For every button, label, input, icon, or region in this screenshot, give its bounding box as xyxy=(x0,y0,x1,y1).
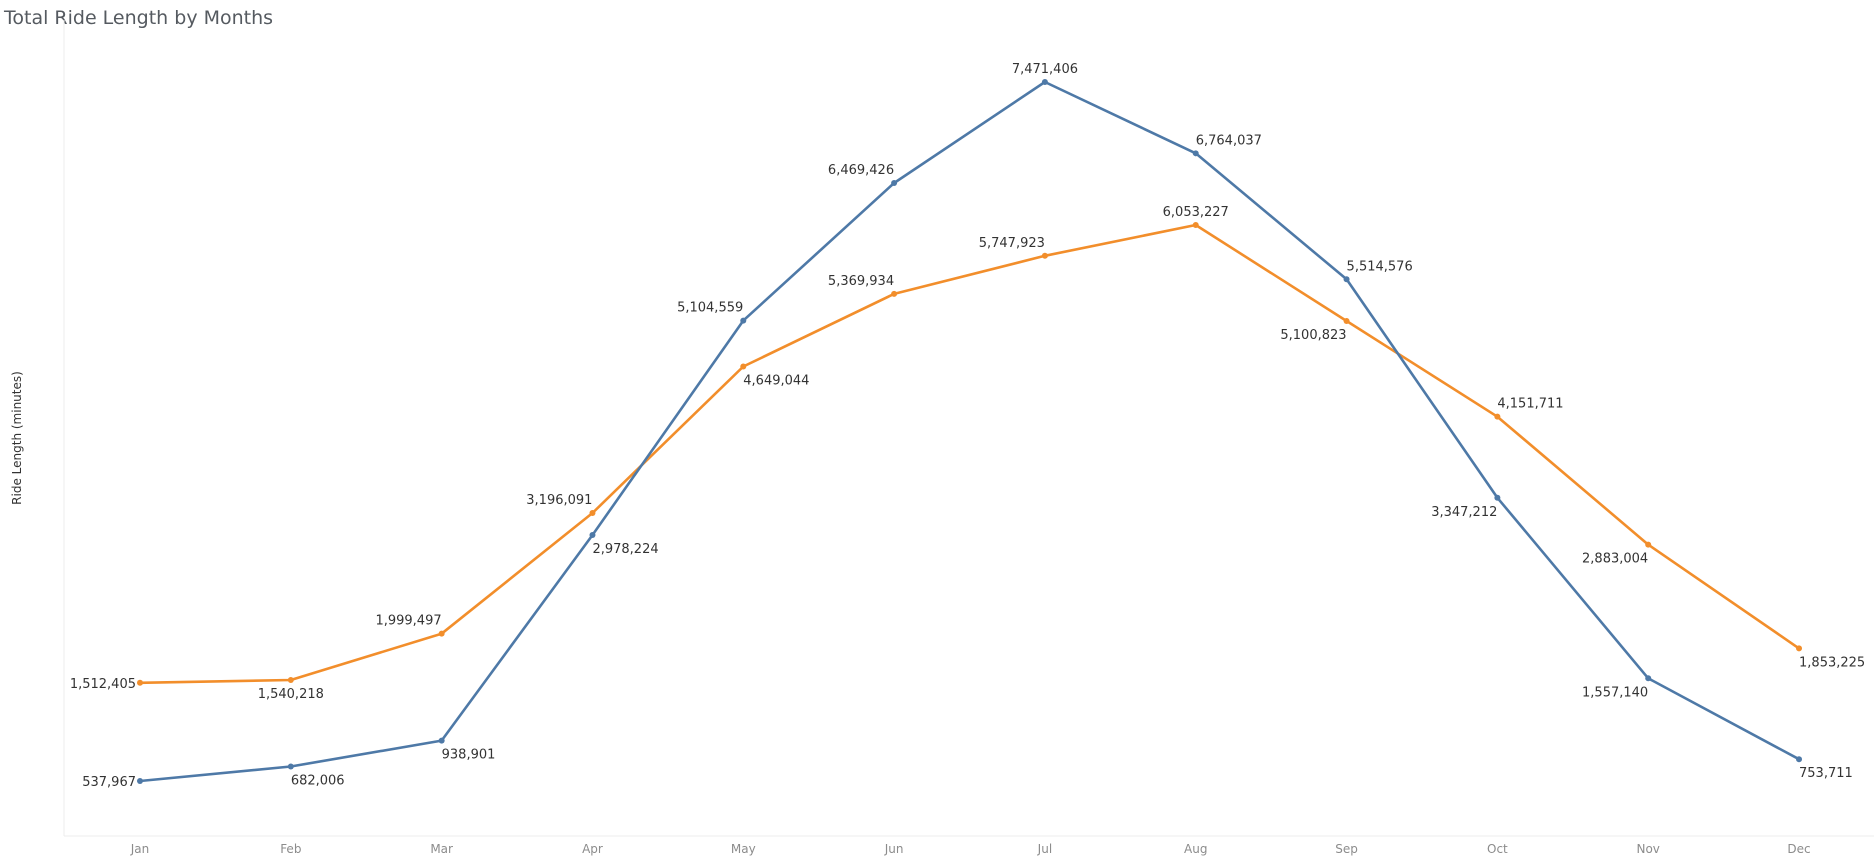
data-point-1-9[interactable] xyxy=(1494,413,1501,420)
data-label-1-10: 2,883,004 xyxy=(1582,552,1648,567)
data-point-0-5[interactable] xyxy=(891,180,898,187)
x-tick-labels: Jan Feb Mar Apr May Jun Jul Aug Sep Oct Nov Dec xyxy=(130,842,1811,856)
data-label-1-0: 1,512,405 xyxy=(70,677,136,692)
data-point-0-0[interactable] xyxy=(137,778,143,784)
data-label-0-4: 5,104,559 xyxy=(677,301,743,316)
data-label-0-11: 753,711 xyxy=(1799,766,1853,781)
data-label-1-6: 5,747,923 xyxy=(979,236,1045,251)
series-lines xyxy=(139,80,1800,783)
data-label-1-11: 1,853,225 xyxy=(1799,655,1865,670)
data-label-1-1: 1,540,218 xyxy=(258,687,324,702)
data-labels: 537,967 682,006 938,901 2,978,224 5,104,559 6… xyxy=(70,62,1865,790)
data-label-0-0: 537,967 xyxy=(82,775,136,790)
data-point-1-3[interactable] xyxy=(589,510,596,517)
data-point-1-11[interactable] xyxy=(1796,645,1803,652)
data-label-1-9: 4,151,711 xyxy=(1497,397,1563,412)
data-label-0-7: 6,764,037 xyxy=(1196,133,1262,148)
data-point-1-10[interactable] xyxy=(1645,541,1652,548)
data-point-0-11[interactable] xyxy=(1796,756,1803,763)
x-tick-jun: Jun xyxy=(884,842,904,856)
data-point-0-2[interactable] xyxy=(438,737,445,744)
x-tick-apr: Apr xyxy=(582,842,603,856)
data-point-1-2[interactable] xyxy=(438,630,445,637)
data-point-1-8[interactable] xyxy=(1343,317,1350,324)
data-label-1-3: 3,196,091 xyxy=(526,493,592,508)
data-label-0-9: 3,347,212 xyxy=(1431,505,1497,520)
data-point-0-8[interactable] xyxy=(1343,276,1350,283)
data-point-1-4[interactable] xyxy=(740,363,747,370)
data-label-0-3: 2,978,224 xyxy=(592,542,658,557)
x-tick-jan: Jan xyxy=(130,842,150,856)
data-point-0-6[interactable] xyxy=(1041,79,1048,85)
x-tick-mar: Mar xyxy=(430,842,453,856)
data-label-1-8: 5,100,823 xyxy=(1280,328,1346,343)
data-point-1-0[interactable] xyxy=(137,679,143,686)
data-label-1-2: 1,999,497 xyxy=(375,614,441,629)
data-label-1-4: 4,649,044 xyxy=(743,374,809,389)
x-tick-dec: Dec xyxy=(1787,842,1810,856)
data-label-0-1: 682,006 xyxy=(291,773,345,788)
x-tick-nov: Nov xyxy=(1636,842,1659,856)
data-label-0-2: 938,901 xyxy=(442,748,496,763)
data-point-0-9[interactable] xyxy=(1494,494,1501,501)
x-tick-feb: Feb xyxy=(280,842,301,856)
x-tick-sep: Sep xyxy=(1335,842,1358,856)
x-tick-aug: Aug xyxy=(1184,842,1207,856)
data-point-0-3[interactable] xyxy=(589,531,596,538)
data-point-1-7[interactable] xyxy=(1192,221,1199,228)
data-point-1-5[interactable] xyxy=(891,290,898,297)
data-label-0-8: 5,514,576 xyxy=(1347,259,1413,274)
data-label-0-5: 6,469,426 xyxy=(828,163,894,178)
data-point-0-1[interactable] xyxy=(287,763,294,770)
x-tick-oct: Oct xyxy=(1487,842,1508,856)
x-tick-jul: Jul xyxy=(1037,842,1052,856)
chart-title: Total Ride Length by Months xyxy=(4,7,274,29)
data-point-0-10[interactable] xyxy=(1645,675,1652,682)
data-point-1-6[interactable] xyxy=(1041,252,1048,259)
data-point-1-1[interactable] xyxy=(287,676,294,683)
data-label-0-6: 7,471,406 xyxy=(1012,62,1078,77)
series-points xyxy=(137,79,1803,784)
series-line-1 xyxy=(139,223,1800,685)
series-line-0 xyxy=(139,80,1800,783)
data-label-0-10: 1,557,140 xyxy=(1582,685,1648,700)
x-tick-may: May xyxy=(731,842,756,856)
data-label-1-5: 5,369,934 xyxy=(828,274,894,289)
data-point-0-4[interactable] xyxy=(740,317,747,324)
data-point-0-7[interactable] xyxy=(1192,150,1199,157)
data-label-1-7: 6,053,227 xyxy=(1163,205,1229,220)
